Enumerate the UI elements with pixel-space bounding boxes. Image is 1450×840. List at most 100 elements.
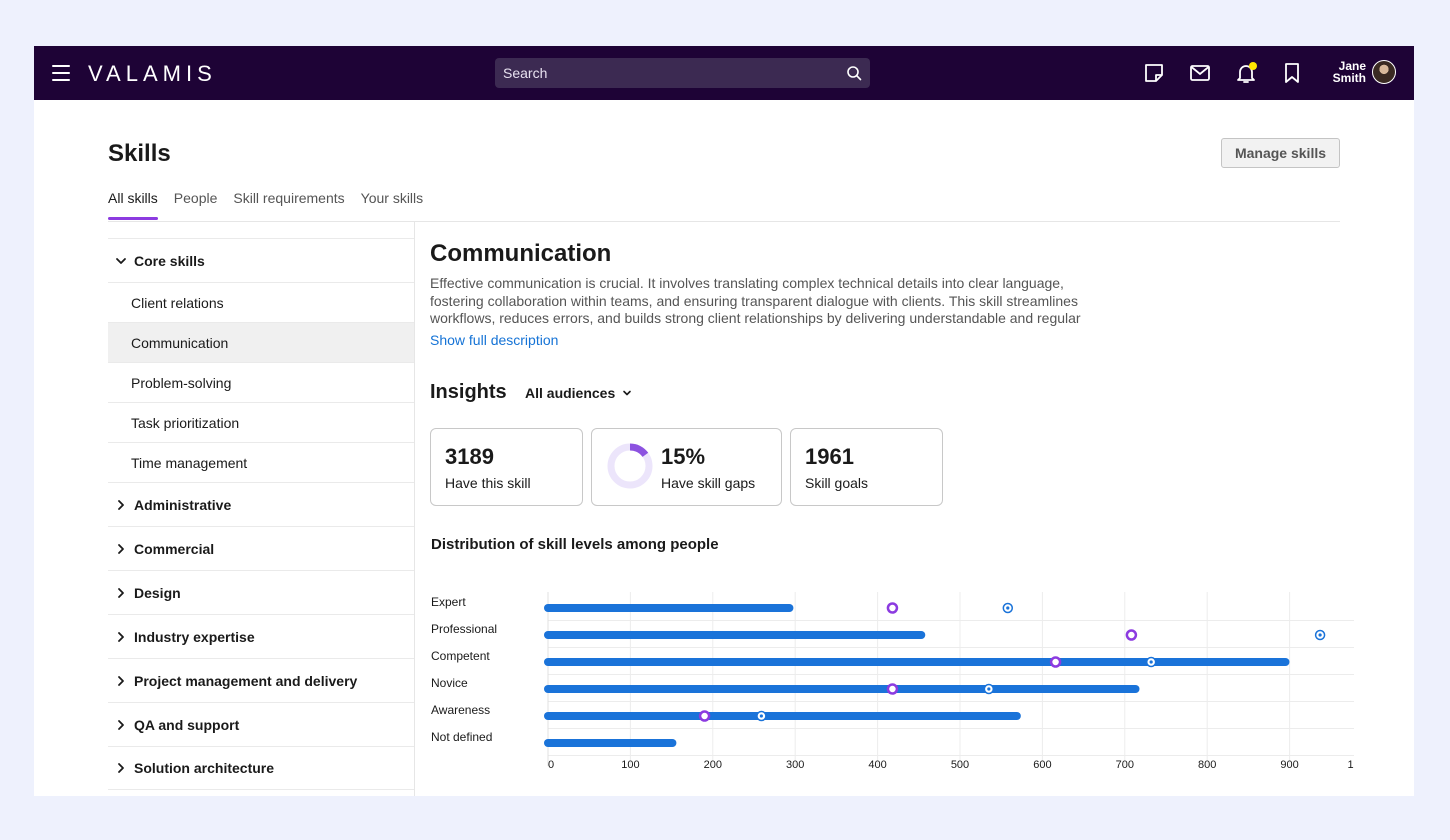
- menu-icon[interactable]: [52, 65, 70, 81]
- user-menu[interactable]: Jane Smith: [1333, 60, 1396, 84]
- top-bar: VALAMIS Jane Smith: [34, 46, 1414, 100]
- sidebar-item-communication[interactable]: Communication: [108, 322, 415, 362]
- search-icon[interactable]: [846, 65, 862, 81]
- category-design[interactable]: Design: [108, 570, 415, 614]
- chevron-right-icon: [118, 675, 124, 686]
- category-label: Commercial: [134, 540, 215, 557]
- x-tick-label: 700: [1116, 759, 1134, 771]
- avatar[interactable]: [1372, 60, 1396, 84]
- goal-marker-dot: [1006, 606, 1010, 610]
- tab-bar: All skills People Skill requirements You…: [108, 190, 423, 220]
- bookmark-icon[interactable]: [1280, 61, 1304, 85]
- required-level-marker: [1125, 629, 1138, 641]
- x-tick-label: 500: [951, 759, 969, 771]
- category-qa-and-support[interactable]: QA and support: [108, 702, 415, 746]
- x-tick-label: 900: [1280, 759, 1298, 771]
- x-tick-label: 400: [868, 759, 886, 771]
- x-tick-label: 1000: [1348, 759, 1354, 771]
- sidebar-item-client-relations[interactable]: Client relations: [108, 282, 415, 322]
- category-label: Project management and delivery: [134, 672, 358, 689]
- required-level-marker: [886, 602, 899, 614]
- notes-icon[interactable]: [1142, 61, 1166, 85]
- distribution-title: Distribution of skill levels among peopl…: [431, 536, 719, 553]
- category-project-management[interactable]: Project management and delivery: [108, 658, 415, 702]
- category-label: Professional: [431, 622, 497, 636]
- mail-icon[interactable]: [1188, 61, 1212, 85]
- x-tick-label: 600: [1033, 759, 1051, 771]
- app-window: VALAMIS Jane Smith: [34, 46, 1414, 796]
- category-label: Awareness: [431, 703, 490, 717]
- category-industry-expertise[interactable]: Industry expertise: [108, 614, 415, 658]
- stat-card-have-skill[interactable]: 3189 Have this skill: [430, 428, 583, 506]
- stat-label: Skill goals: [805, 475, 869, 491]
- audience-dropdown[interactable]: All audiences: [525, 385, 633, 401]
- required-level-marker: [698, 710, 711, 722]
- stat-label: Have skill gaps: [661, 475, 756, 491]
- category-label: Administrative: [134, 496, 232, 513]
- x-tick-label: 800: [1198, 759, 1216, 771]
- chevron-right-icon: [118, 763, 124, 773]
- skills-sidebar: Core skills Client relations Communicati…: [108, 238, 415, 790]
- stat-label: Have this skill: [445, 475, 531, 491]
- category-label: Design: [134, 584, 181, 601]
- sidebar-item-time-management[interactable]: Time management: [108, 442, 415, 482]
- chevron-right-icon: [118, 499, 124, 510]
- chevron-right-icon: [118, 631, 124, 642]
- chevron-right-icon: [118, 719, 124, 730]
- stat-value: 15%: [661, 444, 706, 469]
- chevron-down-icon: [623, 390, 632, 396]
- stat-value: 3189: [445, 444, 494, 469]
- notifications-icon[interactable]: [1234, 61, 1258, 85]
- category-label: Industry expertise: [134, 628, 255, 645]
- user-name: Jane Smith: [1333, 60, 1366, 84]
- show-full-description-link[interactable]: Show full description: [430, 332, 559, 348]
- tab-people[interactable]: People: [173, 190, 218, 206]
- stat-value: 1961: [805, 444, 854, 469]
- page-title: Skills: [108, 140, 171, 167]
- category-core-skills[interactable]: Core skills: [108, 238, 415, 282]
- sidebar-item-problem-solving[interactable]: Problem-solving: [108, 362, 415, 402]
- category-administrative[interactable]: Administrative: [108, 482, 415, 526]
- x-tick-label: 300: [786, 759, 804, 771]
- stat-card-skill-gaps[interactable]: 15% Have skill gaps: [591, 428, 782, 506]
- category-commercial[interactable]: Commercial: [108, 526, 415, 570]
- user-first-name: Jane: [1338, 59, 1366, 73]
- category-label: Expert: [431, 595, 466, 609]
- category-label: Competent: [431, 649, 490, 663]
- goal-marker-dot: [759, 714, 764, 718]
- skill-gap-donut: [607, 443, 653, 489]
- sidebar-item-task-prioritization[interactable]: Task prioritization: [108, 402, 415, 442]
- goal-marker-dot: [987, 687, 991, 691]
- stat-card-skill-goals[interactable]: 1961 Skill goals: [790, 428, 943, 506]
- x-tick-label: 200: [704, 759, 722, 771]
- sidebar-divider: [414, 222, 415, 796]
- tabs-divider: [108, 221, 1340, 222]
- category-label: Novice: [431, 676, 468, 690]
- category-label: Core skills: [134, 252, 205, 269]
- category-solution-architecture[interactable]: Solution architecture: [108, 746, 415, 790]
- search-box[interactable]: [495, 58, 870, 88]
- notification-badge: [1249, 62, 1257, 70]
- manage-skills-button[interactable]: Manage skills: [1221, 138, 1340, 168]
- insights-title: Insights: [430, 381, 507, 403]
- tab-all-skills[interactable]: All skills: [108, 190, 158, 220]
- category-label: QA and support: [134, 716, 240, 733]
- chevron-down-icon: [116, 257, 126, 264]
- top-icons: [1142, 61, 1304, 85]
- x-tick-label: 100: [621, 759, 639, 771]
- user-last-name: Smith: [1332, 71, 1366, 85]
- audience-label: All audiences: [525, 385, 616, 401]
- goal-marker-dot: [1318, 633, 1322, 637]
- required-level-marker: [1049, 656, 1062, 668]
- skill-description: Effective communication is crucial. It i…: [430, 275, 1081, 326]
- chevron-right-icon: [118, 587, 124, 598]
- logo[interactable]: VALAMIS: [88, 61, 217, 86]
- category-label: Solution architecture: [134, 760, 275, 776]
- search-input[interactable]: [503, 65, 846, 81]
- required-level-marker: [886, 683, 899, 695]
- tab-your-skills[interactable]: Your skills: [360, 190, 424, 206]
- skill-distribution-chart: Expert Professional Competent Novice Awarene…: [431, 592, 1354, 771]
- tab-skill-requirements[interactable]: Skill requirements: [233, 190, 345, 206]
- skill-title: Communication: [430, 240, 612, 267]
- x-tick-label: 0: [548, 759, 554, 771]
